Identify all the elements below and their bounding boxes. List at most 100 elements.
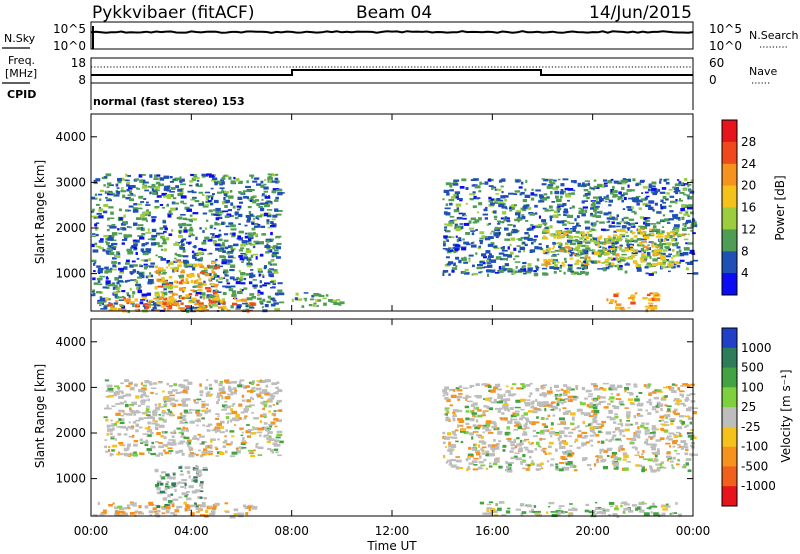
power-echo-cell (640, 232, 645, 235)
velocity-echo-cell (445, 416, 449, 419)
velocity-echo-cell (605, 431, 609, 435)
power-echo-cell (227, 255, 234, 259)
power-echo-cell (619, 247, 623, 251)
velocity-echo-cell (186, 491, 190, 493)
power-echo-cell (551, 232, 554, 236)
power-echo-cell (690, 211, 694, 215)
velocity-echo-cell (479, 501, 485, 505)
power-echo-cell (317, 299, 322, 302)
velocity-echo-cell (104, 379, 110, 382)
power-echo-cell (515, 180, 520, 183)
velocity-echo-cell (142, 391, 146, 395)
velocity-echo-cell (634, 398, 640, 402)
velocity-echo-cell (614, 415, 619, 419)
power-echo-cell (151, 228, 157, 233)
power-echo-cell (150, 262, 155, 265)
velocity-echo-cell (178, 431, 182, 434)
power-echo-cell (270, 221, 274, 224)
power-echo-cell (123, 234, 130, 238)
power-echo-cell (97, 280, 101, 283)
power-echo-cell (244, 190, 249, 192)
power-echo-cell (529, 213, 535, 216)
power-echo-cell (615, 303, 622, 306)
velocity-echo-cell (177, 442, 184, 445)
velocity-echo-cell (158, 402, 161, 407)
velocity-echo-cell (488, 407, 493, 411)
velocity-echo-cell (548, 505, 551, 508)
velocity-echo-cell (195, 507, 201, 510)
power-echo-cell (631, 239, 635, 243)
velocity-echo-cell (247, 428, 253, 431)
power-echo-cell (624, 248, 630, 252)
velocity-echo-cell (215, 417, 219, 420)
power-echo-cell (685, 219, 691, 224)
power-echo-cell (126, 188, 130, 192)
velocity-echo-cell (590, 444, 594, 447)
velocity-echo-cell (505, 390, 511, 394)
velocity-echo-cell (472, 410, 475, 412)
power-echo-cell (233, 296, 236, 300)
velocity-echo-cell (157, 482, 160, 486)
velocity-echo-cell (629, 441, 635, 444)
velocity-echo-cell (621, 501, 628, 504)
power-echo-cell (665, 178, 670, 181)
velocity-echo-cell (199, 514, 206, 517)
power-echo-cell (174, 280, 178, 283)
power-echo-cell (188, 242, 191, 245)
velocity-echo-cell (215, 413, 220, 415)
power-echo-cell (606, 241, 611, 245)
power-echo-cell (572, 229, 576, 232)
power-echo-cell (267, 250, 273, 253)
velocity-echo-cell (595, 434, 600, 437)
velocity-echo-cell (126, 427, 129, 431)
power-echo-cell (653, 242, 657, 246)
velocity-echo-cell (540, 462, 544, 465)
velocity-echo-cell (174, 509, 180, 513)
power-echo-cell (122, 227, 127, 231)
power-echo-cell (662, 202, 666, 204)
velocity-echo-cell (160, 476, 166, 480)
velocity-echo-cell (673, 399, 676, 402)
velocity-echo-cell (196, 453, 199, 457)
power-echo-cell (570, 251, 575, 255)
power-echo-cell (112, 226, 117, 229)
power-echo-cell (569, 228, 576, 230)
power-echo-cell (617, 182, 624, 185)
velocity-echo-cell (194, 419, 199, 422)
power-echo-cell (97, 269, 103, 274)
power-echo-cell (592, 249, 596, 252)
velocity-echo-cell (687, 417, 694, 420)
velocity-echo-cell (132, 453, 138, 457)
velocity-echo-cell (515, 399, 521, 403)
power-echo-cell (96, 212, 102, 215)
power-echo-cell (223, 174, 227, 177)
velocity-echo-cell (530, 401, 535, 405)
power-echo-cell (181, 222, 187, 227)
power-echo-cell (167, 306, 173, 310)
power-echo-cell (255, 256, 258, 260)
velocity-echo-cell (550, 458, 555, 461)
power-echo-cell (224, 272, 227, 275)
power-echo-cell (204, 236, 210, 240)
velocity-echo-cell (555, 395, 562, 398)
power-echo-cell (211, 300, 217, 304)
velocity-echo-cell (125, 385, 131, 387)
power-echo-cell (609, 264, 614, 267)
velocity-echo-cell (114, 513, 118, 516)
power-echo-cell (106, 241, 110, 245)
velocity-echo-cell (559, 445, 566, 449)
power-echo-cell (155, 187, 158, 191)
power-echo-cell (151, 188, 154, 192)
power-echo-cell (221, 301, 225, 305)
velocity-echo-cell (619, 403, 625, 406)
power-echo-cell (137, 207, 143, 210)
power-echo-cell (551, 255, 557, 257)
power-echo-cell (101, 302, 104, 306)
power-echo-cell (110, 283, 115, 286)
power-echo-cell (309, 298, 315, 301)
power-echo-cell (308, 304, 313, 307)
power-echo-cell (527, 267, 533, 270)
velocity-echo-cell (156, 505, 161, 509)
power-echo-cell (216, 279, 219, 282)
velocity-echo-cell (212, 506, 217, 510)
